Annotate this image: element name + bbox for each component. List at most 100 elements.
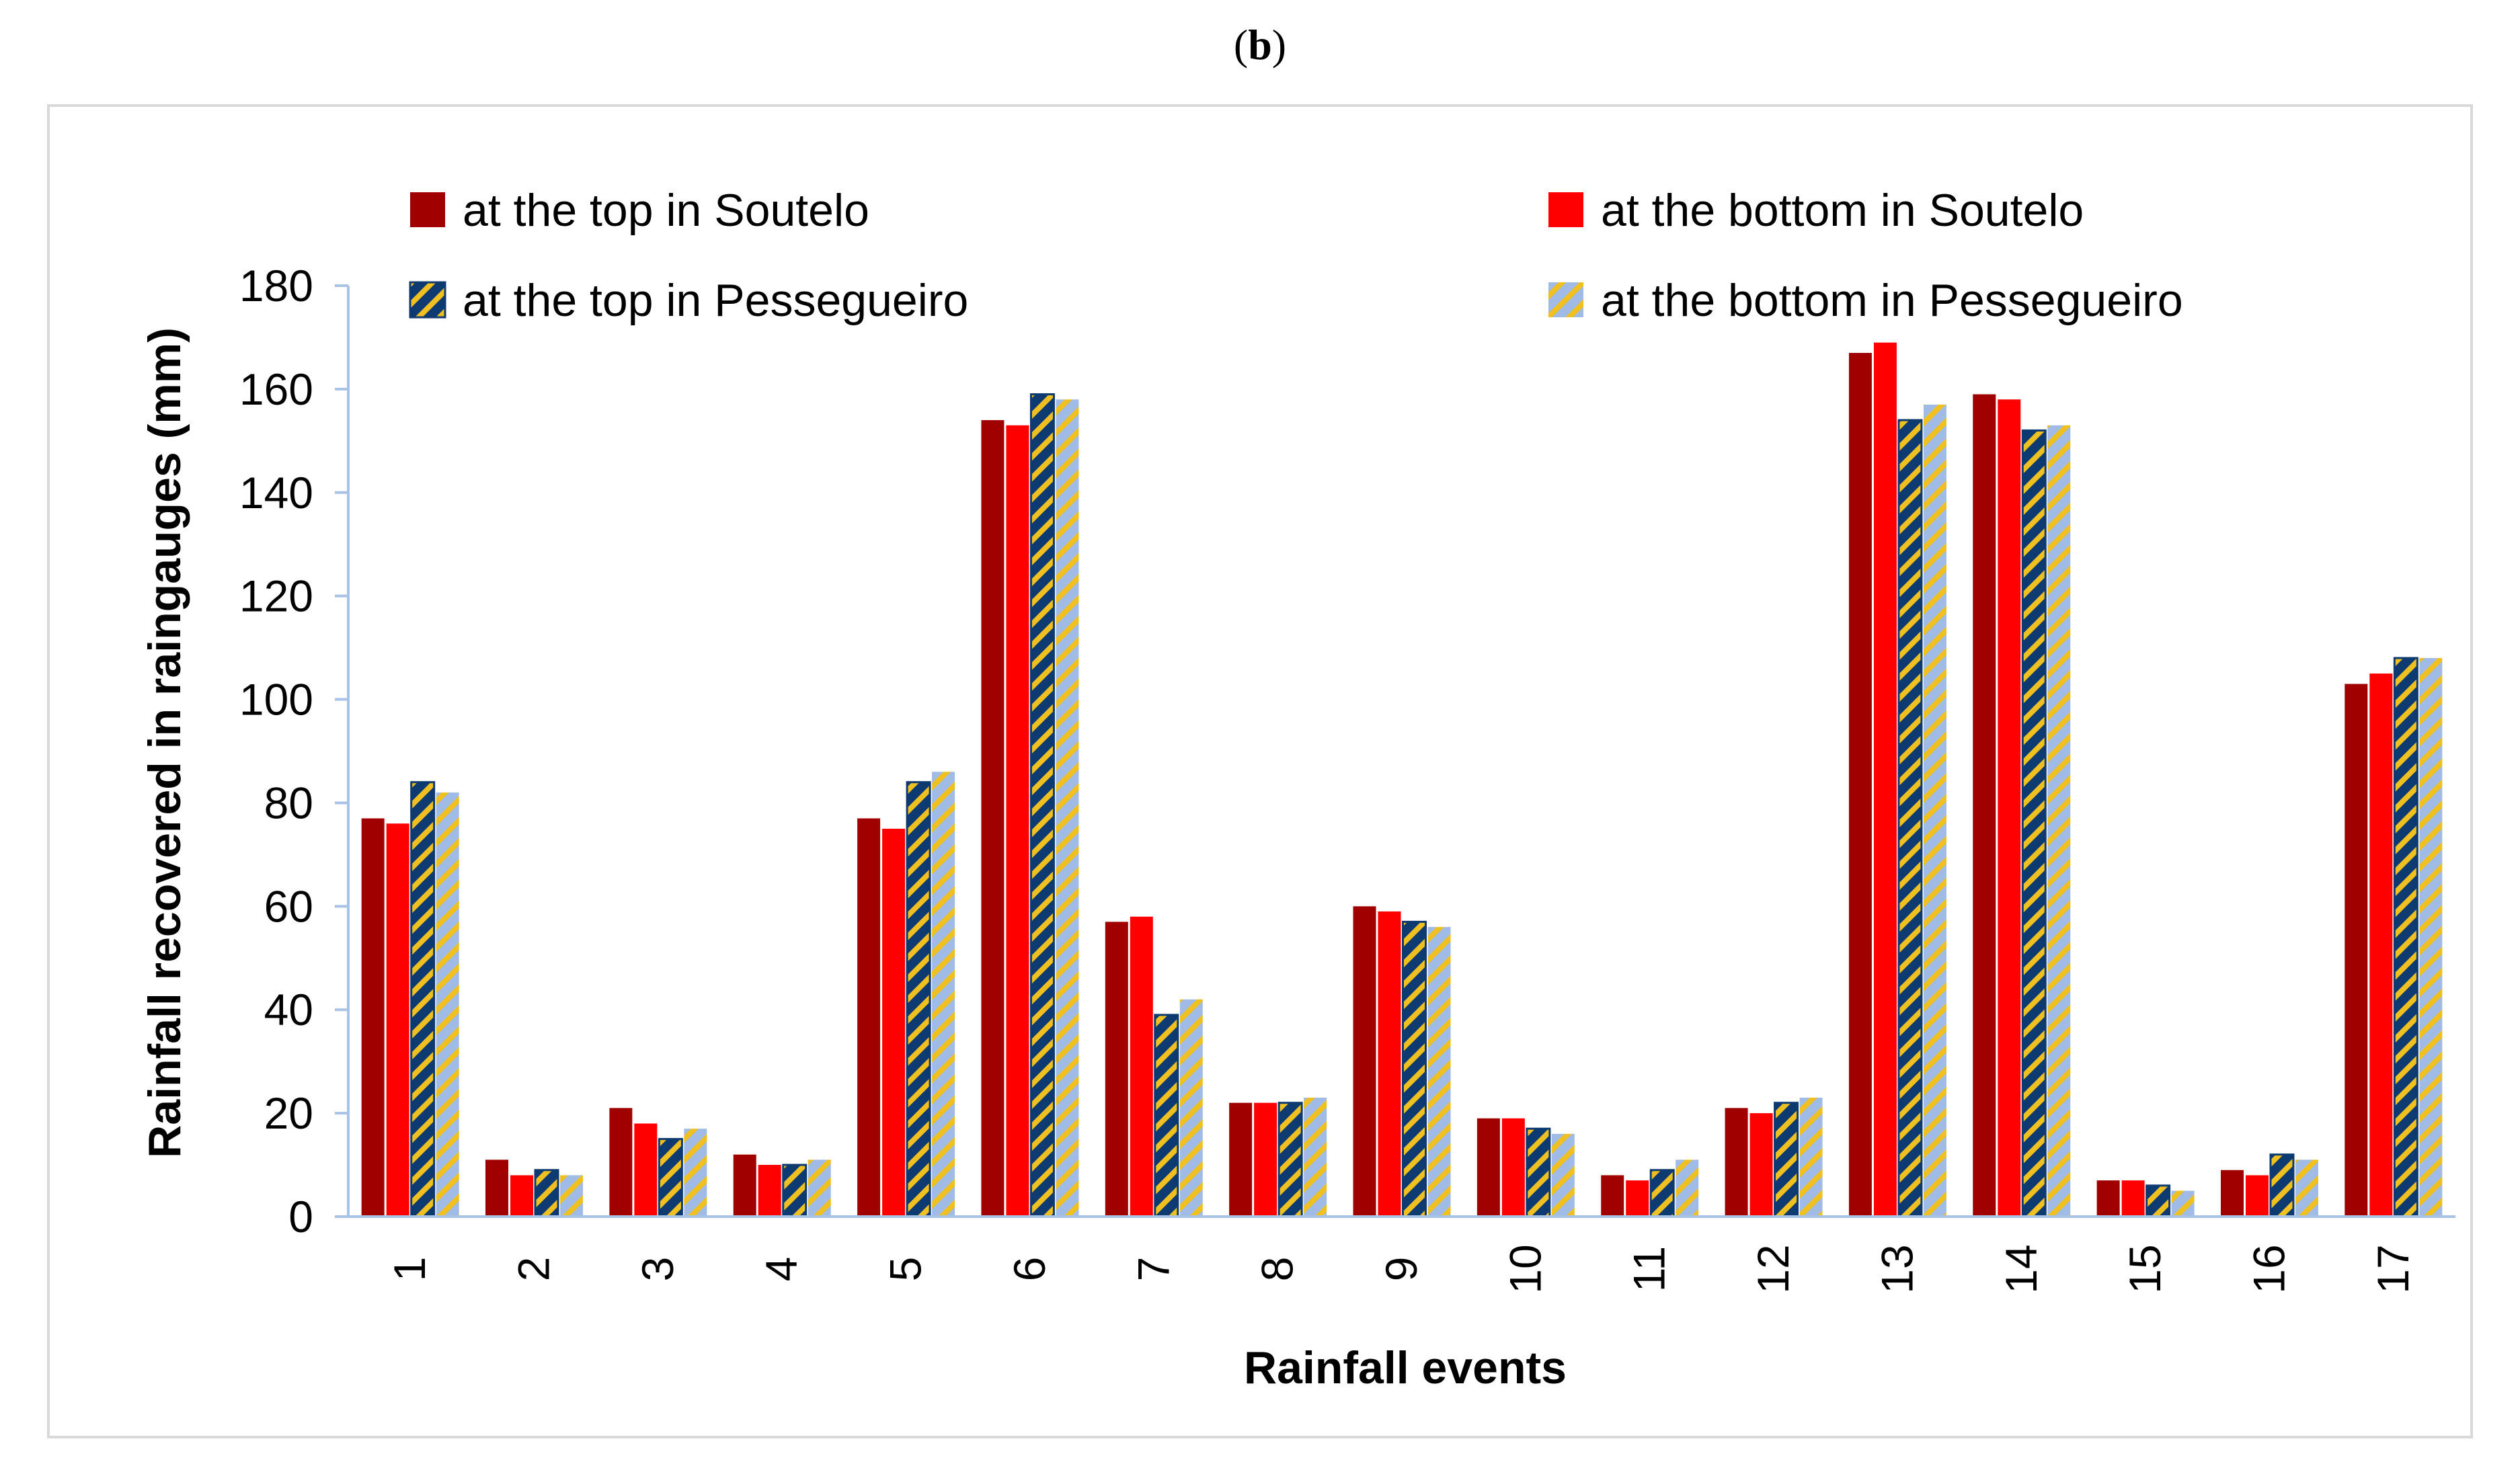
bar-bottom-pessegueiro	[1056, 399, 1079, 1217]
bar-top-pessegueiro	[534, 1169, 559, 1218]
legend-swatch-top-soutelo	[410, 192, 445, 227]
y-tick-label: 120	[239, 571, 313, 621]
legend-label-bottom-soutelo: at the bottom in Soutelo	[1601, 185, 2084, 236]
panel-label-close: )	[1271, 21, 1287, 69]
bar-bottom-pessegueiro	[932, 772, 955, 1217]
bar-top-soutelo	[2345, 684, 2368, 1217]
bar-top-soutelo	[857, 818, 881, 1217]
bar-top-pessegueiro	[1897, 419, 1923, 1218]
x-axis-title: Rainfall events	[1244, 1342, 1567, 1393]
bar-bottom-soutelo	[2245, 1175, 2269, 1217]
panel-label: (b)	[0, 20, 2520, 70]
bar-top-pessegueiro	[906, 781, 931, 1218]
x-axis: 1 2 3 4 5 6 7 8 9 10 11 12 13 14 15 16 17	[348, 1215, 2455, 1294]
bars	[361, 342, 2443, 1218]
x-tick-label: 7	[1128, 1257, 1178, 1282]
bar-top-pessegueiro	[1402, 920, 1427, 1218]
bar-top-soutelo	[1973, 394, 1996, 1217]
bar-bottom-soutelo	[1873, 342, 1897, 1217]
legend-swatch-bottom-pessegueiro	[1548, 282, 1583, 317]
bar-top-soutelo	[1848, 353, 1872, 1217]
bar-bottom-soutelo	[1006, 425, 1029, 1217]
bar-bottom-soutelo	[2369, 674, 2393, 1217]
bar-bottom-pessegueiro	[1676, 1159, 1699, 1217]
y-tick-label: 180	[239, 261, 313, 311]
bar-bottom-pessegueiro	[684, 1129, 707, 1217]
y-tick-label: 140	[239, 468, 313, 518]
bar-bottom-pessegueiro	[1304, 1098, 1327, 1217]
bar-bottom-soutelo	[510, 1175, 534, 1217]
y-tick-label: 60	[264, 881, 313, 931]
bar-bottom-pessegueiro	[1923, 404, 1946, 1217]
y-tick-label: 100	[239, 675, 313, 725]
bar-top-pessegueiro	[1029, 393, 1055, 1218]
y-tick-label: 0	[288, 1192, 313, 1241]
bar-top-pessegueiro	[1526, 1127, 1551, 1218]
bar-bottom-pessegueiro	[1799, 1098, 1823, 1217]
legend-label-top-soutelo: at the top in Soutelo	[463, 185, 869, 236]
bar-top-soutelo	[1601, 1175, 1624, 1217]
bar-top-soutelo	[609, 1108, 633, 1217]
x-tick-label: 10	[1500, 1244, 1550, 1293]
bar-top-pessegueiro	[1277, 1102, 1303, 1218]
bar-bottom-pessegueiro	[2047, 425, 2071, 1217]
bar-top-soutelo	[981, 420, 1005, 1217]
bar-top-pessegueiro	[782, 1164, 808, 1218]
x-tick-label: 3	[633, 1257, 682, 1282]
x-tick-label: 8	[1253, 1257, 1302, 1282]
bar-top-soutelo	[1105, 922, 1128, 1217]
bar-top-pessegueiro	[658, 1138, 683, 1218]
panel-label-letter: b	[1248, 21, 1272, 69]
bar-bottom-soutelo	[1998, 399, 2021, 1217]
bar-top-pessegueiro	[2393, 657, 2418, 1218]
bar-bottom-pessegueiro	[2295, 1159, 2318, 1217]
legend-label-bottom-pessegueiro: at the bottom in Pessegueiro	[1601, 275, 2183, 326]
bar-bottom-soutelo	[1254, 1102, 1277, 1217]
bar-top-soutelo	[1353, 906, 1376, 1217]
legend-swatch-bottom-soutelo	[1548, 192, 1583, 227]
chart-frame	[47, 104, 2473, 1438]
y-tick-label: 160	[239, 364, 313, 414]
bar-top-soutelo	[1229, 1102, 1253, 1217]
bar-bottom-pessegueiro	[1551, 1133, 1575, 1217]
y-tick-label: 20	[264, 1088, 313, 1138]
bar-bottom-soutelo	[1749, 1113, 1773, 1217]
bar-bottom-pessegueiro	[808, 1159, 831, 1217]
bar-top-pessegueiro	[1774, 1102, 1799, 1218]
bar-top-pessegueiro	[1649, 1169, 1675, 1218]
panel-label-open: (	[1233, 21, 1249, 69]
bar-bottom-soutelo	[1378, 911, 1401, 1217]
x-tick-label: 16	[2244, 1244, 2293, 1293]
bar-bottom-pessegueiro	[1427, 927, 1451, 1217]
x-tick-label: 1	[385, 1257, 434, 1282]
y-tick-label: 80	[264, 778, 313, 827]
x-tick-label: 2	[509, 1257, 559, 1282]
x-tick-label: 12	[1748, 1244, 1798, 1293]
y-axis: 0 20 40 60 80 100 120 140 160 180	[239, 261, 350, 1241]
x-tick-label: 14	[1996, 1244, 2046, 1293]
x-tick-label: 15	[2120, 1244, 2170, 1293]
legend: at the top in Soutelo at the bottom in S…	[409, 185, 2183, 326]
x-tick-label: 6	[1005, 1257, 1054, 1282]
bar-top-pessegueiro	[410, 781, 436, 1218]
x-tick-label: 5	[881, 1257, 931, 1282]
bar-bottom-soutelo	[1501, 1118, 1525, 1217]
bar-bottom-soutelo	[2121, 1180, 2145, 1217]
x-tick-label: 11	[1624, 1246, 1674, 1293]
bar-bottom-soutelo	[882, 828, 906, 1217]
x-tick-label: 17	[2368, 1244, 2418, 1293]
bar-top-soutelo	[1725, 1108, 1748, 1217]
bar-top-pessegueiro	[1154, 1014, 1179, 1218]
x-tick-label: 13	[1872, 1244, 1922, 1293]
bar-top-soutelo	[361, 818, 385, 1217]
bar-bottom-soutelo	[1130, 916, 1153, 1217]
bar-top-soutelo	[485, 1159, 509, 1217]
bar-bottom-pessegueiro	[1179, 999, 1203, 1217]
bar-bottom-soutelo	[634, 1123, 658, 1217]
bar-top-pessegueiro	[2145, 1184, 2171, 1218]
x-tick-label: 9	[1376, 1257, 1426, 1282]
bar-bottom-soutelo	[386, 823, 409, 1217]
legend-label-top-pessegueiro: at the top in Pessegueiro	[463, 275, 968, 326]
bar-bottom-pessegueiro	[2419, 658, 2443, 1217]
